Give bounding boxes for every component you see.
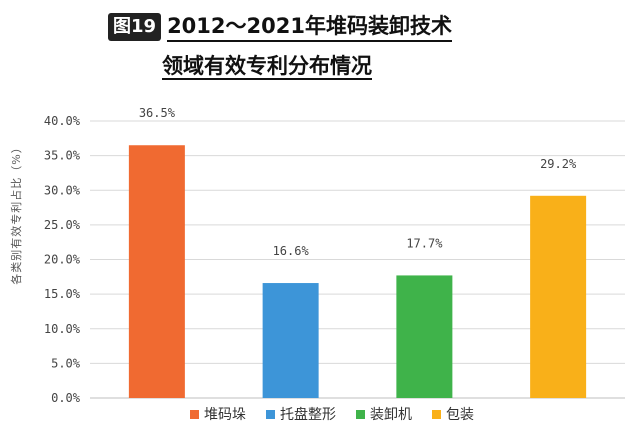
bar-4 <box>530 195 587 398</box>
legend-label: 包装 <box>446 407 474 423</box>
y-tick-label: 0.0% <box>51 391 81 405</box>
legend-swatch <box>190 409 199 419</box>
data-label: 17.7% <box>406 236 443 250</box>
y-tick-label: 30.0% <box>44 183 81 197</box>
legend-swatch <box>432 409 441 419</box>
bar-1 <box>128 145 185 398</box>
legend-label: 装卸机 <box>370 407 412 423</box>
legend-item: 包装 <box>432 404 474 424</box>
figure-number-badge: 图19 <box>108 13 162 41</box>
chart-title-line-1: 图19 2012～2021年堆码装卸技术 <box>108 10 452 44</box>
data-label: 36.5% <box>139 106 176 120</box>
legend-label: 堆码垛 <box>204 407 246 423</box>
y-tick-label: 15.0% <box>44 287 81 301</box>
chart-title: 2012～2021年堆码装卸技术 <box>167 12 452 42</box>
y-axis-tick-labels: 0.0% 5.0% 10.0% 15.0% 20.0% 25.0% 30.0% 35.0% 40… <box>44 114 81 405</box>
chart-subtitle: 领域有效专利分布情况 <box>162 54 372 80</box>
y-axis-title: 各类别有效专利占比（%） <box>9 141 23 284</box>
y-tick-label: 20.0% <box>44 253 81 267</box>
legend-swatch <box>266 409 275 419</box>
data-label: 16.6% <box>273 244 310 258</box>
legend-item: 堆码垛 <box>190 404 246 424</box>
y-tick-label: 10.0% <box>44 322 81 336</box>
legend-label: 托盘整形 <box>280 407 336 423</box>
y-tick-label: 40.0% <box>44 114 81 128</box>
data-labels: 36.5% 16.6% 17.7% 29.2% <box>139 106 577 258</box>
y-tick-label: 25.0% <box>44 218 81 232</box>
legend-item: 托盘整形 <box>266 404 336 424</box>
bar-2 <box>262 283 319 398</box>
y-tick-label: 35.0% <box>44 149 81 163</box>
legend-item: 装卸机 <box>356 404 412 424</box>
legend-swatch <box>356 409 365 419</box>
bars <box>128 145 587 398</box>
y-tick-label: 5.0% <box>51 356 81 370</box>
chart-title-line-2: 领域有效专利分布情况 <box>162 52 372 80</box>
bar-3 <box>396 275 453 398</box>
data-label: 29.2% <box>540 157 577 171</box>
legend: 堆码垛 托盘整形 装卸机 包装 <box>190 404 474 424</box>
